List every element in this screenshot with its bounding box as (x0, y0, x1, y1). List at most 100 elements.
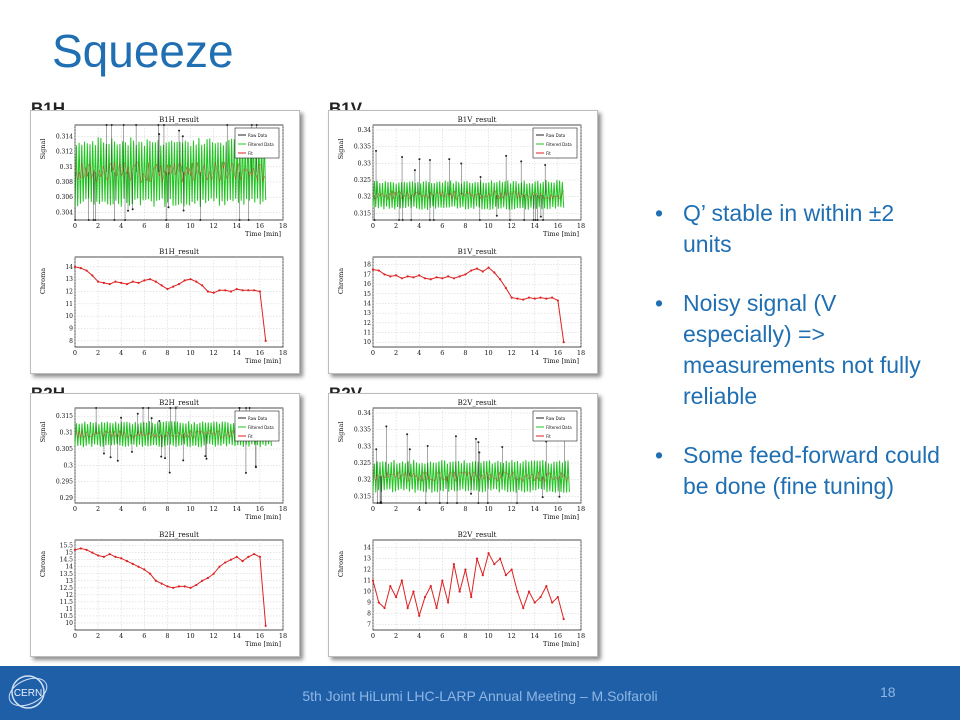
chroma-data-point (108, 552, 111, 556)
chroma-data-point (522, 298, 525, 301)
chroma-plot-title: B2H_result (159, 531, 199, 539)
x-axis-label: Time [min] (543, 640, 579, 648)
y-tick-label: 0.33 (358, 443, 372, 450)
raw-data-point (116, 459, 119, 462)
raw-data-point (131, 208, 134, 211)
x-tick-label: 18 (577, 505, 585, 513)
chroma-plot-title: B2V_result (458, 531, 497, 539)
x-tick-label: 0 (73, 349, 77, 357)
raw-data-point (428, 219, 431, 221)
chroma-data-point (452, 563, 455, 566)
raw-data-point (158, 133, 161, 136)
raw-data-point (470, 492, 473, 495)
y-tick-label: 0.306 (56, 194, 73, 201)
raw-data-point (255, 124, 258, 126)
x-tick-label: 10 (186, 222, 194, 230)
x-tick-label: 14 (531, 505, 539, 513)
y-tick-label: 0.305 (56, 446, 73, 453)
filtered-data-series (74, 137, 267, 208)
y-tick-label: 15 (65, 550, 73, 557)
chroma-data-point (91, 274, 94, 277)
chroma-data-point (108, 283, 111, 286)
y-tick-label: 9 (367, 600, 371, 607)
x-tick-label: 10 (484, 349, 492, 357)
raw-data-point (477, 441, 480, 444)
legend-entry: Filtered Data (546, 142, 572, 147)
chroma-data-point (131, 562, 134, 566)
x-tick-label: 12 (508, 222, 516, 230)
x-tick-label: 14 (233, 222, 241, 230)
x-tick-label: 4 (119, 349, 123, 357)
x-tick-label: 12 (508, 349, 516, 357)
chroma-data-point (464, 273, 467, 276)
chroma-data-point (447, 275, 450, 278)
chart-panel-b1v: B1V_result 0 2 4 6 8 10 12 14 16 18 0.315 0.32 0.325 0… (328, 110, 598, 374)
x-tick-label: 8 (463, 349, 467, 357)
raw-data-point (110, 124, 113, 126)
chroma-data-point (395, 274, 398, 277)
raw-data-point (486, 502, 489, 504)
x-tick-label: 6 (440, 632, 444, 640)
bullet-item: Noisy signal (V especially) => measureme… (655, 288, 945, 412)
y-tick-label: 0.315 (354, 210, 371, 217)
y-tick-label: 0.325 (354, 177, 371, 184)
chroma-data-point (481, 270, 484, 273)
chroma-data-point (527, 590, 531, 593)
raw-data-point (94, 219, 97, 221)
signal-plot-title: B2H_result (159, 399, 199, 407)
chroma-data-point (389, 275, 392, 278)
raw-data-point (438, 502, 441, 504)
raw-data-point (130, 450, 133, 453)
x-tick-label: 0 (371, 632, 375, 640)
raw-data-point (541, 496, 544, 499)
y-axis-label: Chroma (39, 551, 47, 577)
y-tick-label: 9 (69, 326, 73, 333)
chroma-data-point (114, 280, 117, 283)
raw-data-point (182, 459, 185, 462)
y-tick-label: 14.5 (60, 557, 74, 564)
chroma-data-point (406, 606, 409, 610)
y-tick-label: 10.5 (60, 613, 74, 620)
x-tick-label: 18 (279, 222, 287, 230)
chroma-data-point (120, 281, 123, 284)
y-axis-label: Signal (337, 139, 345, 160)
y-tick-label: 11 (65, 301, 73, 308)
x-tick-label: 6 (440, 349, 444, 357)
chroma-data-point (527, 296, 531, 299)
raw-data-point (373, 219, 376, 221)
chroma-data-point (201, 284, 204, 287)
raw-data-point (122, 124, 125, 126)
y-tick-label: 0.32 (358, 194, 372, 201)
x-tick-label: 16 (554, 222, 562, 230)
x-tick-label: 12 (210, 349, 218, 357)
slide-title: Squeeze (52, 25, 234, 77)
legend-entry: Raw Data (546, 133, 566, 138)
chroma-data-point (218, 289, 221, 292)
chroma-data-point (183, 279, 186, 282)
x-tick-label: 6 (440, 222, 444, 230)
raw-data-point (536, 219, 539, 221)
chroma-data-point (85, 269, 88, 272)
x-tick-label: 18 (577, 632, 585, 640)
raw-data-point (532, 219, 535, 221)
y-tick-label: 0.31 (60, 430, 73, 437)
y-tick-label: 15 (363, 291, 371, 298)
chroma-data-point (218, 565, 221, 568)
x-tick-label: 2 (394, 505, 398, 513)
chroma-data-point (235, 287, 238, 291)
bullet-list: Q’ stable in within ±2 units Noisy signa… (655, 198, 945, 530)
chroma-data-point (149, 278, 152, 281)
x-tick-label: 2 (96, 222, 100, 230)
chroma-data-point (377, 601, 380, 604)
chroma-data-point (91, 551, 94, 554)
signal-plot-title: B1H_result (159, 116, 199, 124)
bullet-item: Some feed-forward could be done (fine tu… (655, 440, 945, 502)
chroma-data-point (79, 266, 82, 270)
x-tick-label: 14 (233, 505, 241, 513)
chroma-data-point (418, 274, 421, 277)
x-tick-label: 6 (440, 505, 444, 513)
raw-data-point (539, 215, 542, 218)
chroma-data-point (143, 279, 146, 282)
chroma-data-point (475, 557, 479, 560)
y-tick-label: 14 (65, 564, 73, 571)
